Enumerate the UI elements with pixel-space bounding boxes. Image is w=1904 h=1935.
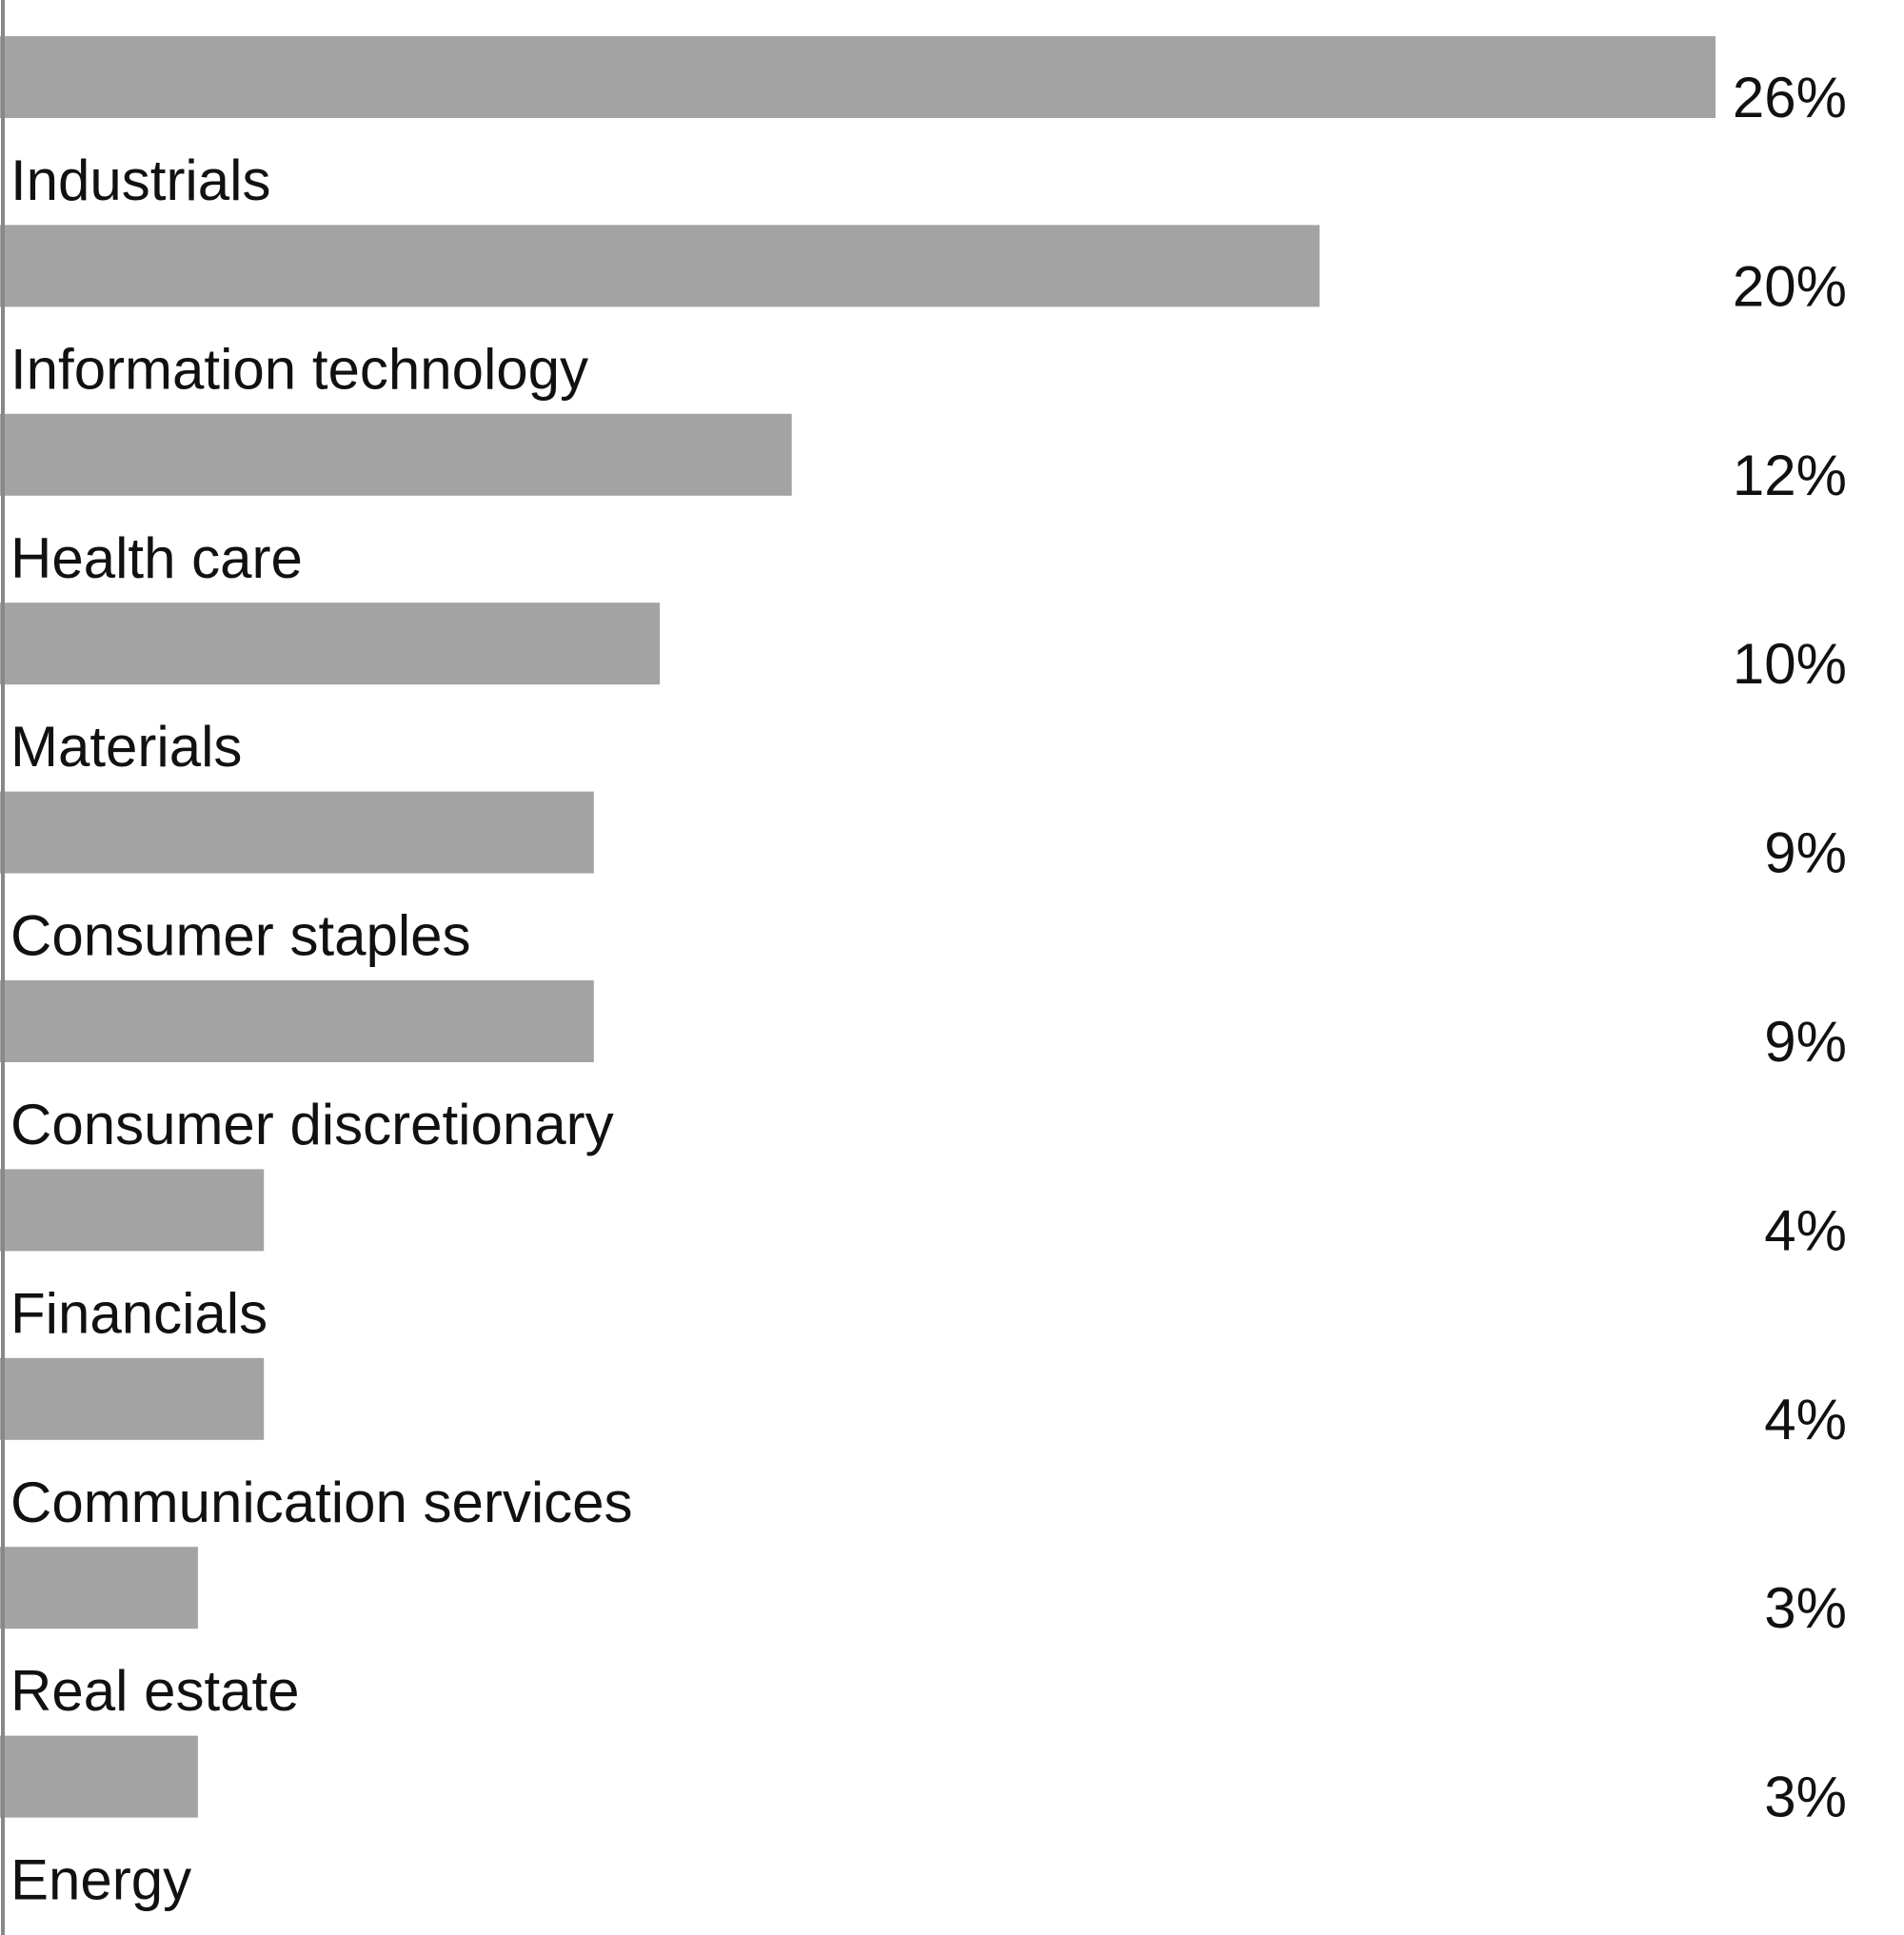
bar-energy — [0, 1735, 198, 1818]
value-label: 4% — [1764, 1198, 1847, 1262]
bar-financials — [0, 1169, 265, 1252]
category-label: Financials — [10, 1281, 268, 1345]
bar-industrials — [0, 36, 1716, 118]
category-label: Health care — [10, 526, 303, 590]
category-label: Materials — [10, 715, 242, 779]
bar-consumer-discretionary — [0, 980, 594, 1062]
category-label: Consumer staples — [10, 904, 471, 968]
bar-materials — [0, 602, 661, 685]
bars-layer — [0, 36, 1716, 1818]
category-label: Industrials — [10, 148, 270, 212]
bar-communication-services — [0, 1357, 265, 1440]
value-label: 12% — [1733, 444, 1847, 507]
value-label: 20% — [1733, 254, 1847, 318]
value-label: 3% — [1764, 1766, 1847, 1829]
bar-consumer-staples — [0, 791, 594, 874]
value-label: 9% — [1764, 821, 1847, 885]
bar-information-technology — [0, 225, 1320, 307]
category-label: Information technology — [10, 337, 588, 401]
value-label: 9% — [1764, 1010, 1847, 1074]
value-label: 26% — [1733, 66, 1847, 129]
value-label: 10% — [1733, 632, 1847, 696]
value-label: 4% — [1764, 1388, 1847, 1451]
category-label: Consumer discretionary — [10, 1093, 614, 1156]
bar-real-estate — [0, 1547, 198, 1629]
value-label: 3% — [1764, 1576, 1847, 1640]
category-label: Real estate — [10, 1659, 300, 1723]
category-label: Communication services — [10, 1471, 633, 1534]
bar-health-care — [0, 413, 792, 496]
labels-layer: Industrials 26% Information technology 20% H… — [10, 66, 1847, 1912]
category-label: Energy — [10, 1848, 191, 1912]
